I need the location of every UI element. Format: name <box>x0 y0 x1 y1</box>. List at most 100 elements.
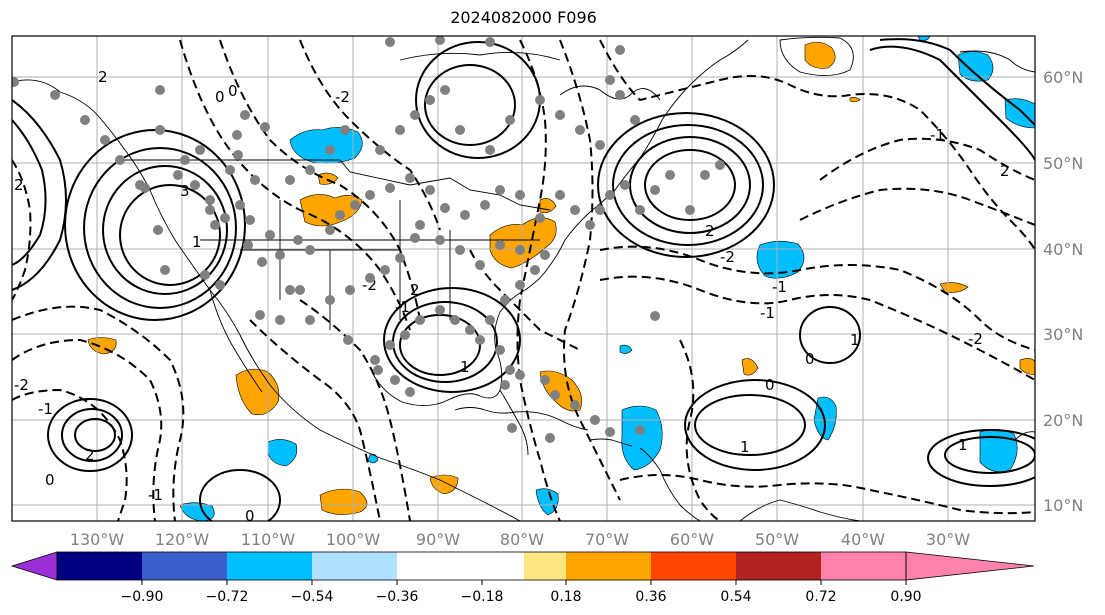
station-dot <box>620 180 630 190</box>
contour-label: 2 <box>410 281 420 299</box>
colorbar-tick-label: 0.54 <box>720 589 751 605</box>
contour-label: -1 <box>395 298 410 316</box>
station-dot <box>195 145 205 155</box>
station-dot <box>50 90 60 100</box>
colorbar-segment <box>524 552 566 580</box>
station-dot <box>155 125 165 135</box>
colorbar-extend-low <box>10 551 58 581</box>
station-dot <box>595 205 605 215</box>
contour-label: 2 <box>14 176 24 194</box>
station-dot <box>12 77 19 87</box>
colorbar-segment <box>227 552 312 580</box>
station-dot <box>425 95 435 105</box>
station-dot <box>275 250 285 260</box>
station-dot <box>100 135 110 145</box>
station-dot <box>635 425 645 435</box>
colorbar-segment <box>566 552 651 580</box>
station-dot <box>243 240 253 250</box>
station-dot <box>245 215 255 225</box>
station-dot <box>700 170 710 180</box>
station-dot <box>507 423 517 433</box>
station-dot <box>345 285 355 295</box>
station-dot <box>305 245 315 255</box>
coastlines <box>12 36 1035 521</box>
station-dot <box>570 205 580 215</box>
station-dot <box>305 315 315 325</box>
lon-label: 80°W <box>500 530 544 549</box>
colorbar-ticks <box>141 580 907 585</box>
station-dot <box>590 415 600 425</box>
station-dot <box>260 122 270 132</box>
station-dot <box>210 220 220 230</box>
station-dot <box>475 260 485 270</box>
station-dot <box>400 330 410 340</box>
station-dot <box>615 45 625 55</box>
station-dot <box>395 253 405 263</box>
station-dot <box>173 170 183 180</box>
station-dot <box>505 365 515 375</box>
colorbar-segment <box>397 552 482 580</box>
station-dot <box>595 140 605 150</box>
station-dot <box>485 315 495 325</box>
colorbar-tick-label: −0.18 <box>461 589 504 605</box>
station-dot <box>570 400 580 410</box>
station-dot <box>485 37 495 47</box>
lon-label: 40°W <box>841 530 885 549</box>
station-dot <box>205 205 215 215</box>
station-dot <box>325 145 335 155</box>
colorbar: −0.90 −0.72 −0.54 −0.36 −0.18 0.18 0.36 … <box>10 551 1035 605</box>
station-dot <box>190 180 200 190</box>
station-dot <box>250 175 260 185</box>
lon-label: 70°W <box>585 530 629 549</box>
station-dot <box>257 257 267 267</box>
colorbar-tick-label: −0.90 <box>121 589 164 605</box>
longitude-labels: 130°W 120°W 110°W 100°W 90°W 80°W 70°W 6… <box>70 530 970 549</box>
latitude-labels: 10°N 20°N 30°N 40°N 50°N 60°N <box>1043 68 1083 515</box>
contour-label: -2 <box>14 376 29 394</box>
station-dot <box>505 115 515 125</box>
colorbar-segment <box>821 552 906 580</box>
contour-labels: 2 3 0 1 2 -2 -1 0 -1 -2 2 1 2 -2 -1 0 2 … <box>14 68 1010 521</box>
contour-label: -1 <box>148 486 163 504</box>
station-dot <box>335 210 345 220</box>
station-dot <box>180 155 190 165</box>
station-dot <box>275 315 285 325</box>
colorbar-tick-label: −0.36 <box>376 589 419 605</box>
station-dot <box>200 270 210 280</box>
station-dot <box>605 75 615 85</box>
lat-label: 60°N <box>1043 68 1083 87</box>
colorbar-segment <box>482 552 524 580</box>
station-dot <box>375 145 385 155</box>
station-dot <box>425 185 435 195</box>
station-dot <box>450 315 460 325</box>
station-dot <box>235 200 245 210</box>
station-dot <box>155 85 165 95</box>
station-dot <box>605 190 615 200</box>
plot-title: 2024082000 F096 <box>450 8 597 27</box>
negative-anomaly-shading <box>179 36 1035 521</box>
contour-label: 2 <box>1000 162 1010 180</box>
station-dot <box>340 125 350 135</box>
colorbar-segment <box>57 552 142 580</box>
contour-label: -2 <box>720 248 735 266</box>
lon-label: 110°W <box>241 530 296 549</box>
station-dot <box>495 345 505 355</box>
contour-label: 1 <box>192 233 202 251</box>
station-dot <box>460 210 470 220</box>
station-dot <box>410 233 420 243</box>
station-dot <box>605 427 615 437</box>
station-dot <box>635 205 645 215</box>
station-dot <box>293 235 303 245</box>
station-dot <box>370 355 380 365</box>
station-dot <box>265 230 275 240</box>
station-dot <box>285 285 295 295</box>
station-dot <box>415 220 425 230</box>
station-dot <box>395 125 405 135</box>
station-dot <box>535 95 545 105</box>
station-dot <box>435 235 445 245</box>
contour-label: -1 <box>38 400 53 418</box>
station-dot <box>435 36 445 45</box>
map-content: 2 3 0 1 2 -2 -1 0 -1 -2 2 1 2 -2 -1 0 2 … <box>12 36 1035 521</box>
contour-label: -2 <box>335 88 350 106</box>
station-dot <box>455 245 465 255</box>
